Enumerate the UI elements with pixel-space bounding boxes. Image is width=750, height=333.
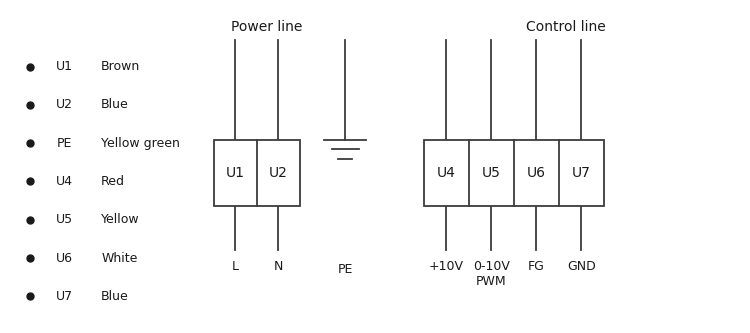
Text: L: L — [232, 260, 238, 273]
Text: 0-10V
PWM: 0-10V PWM — [472, 260, 510, 288]
Text: GND: GND — [567, 260, 596, 273]
Text: U1: U1 — [56, 60, 74, 73]
Bar — [214, 140, 300, 206]
Text: U7: U7 — [572, 166, 591, 180]
Text: White: White — [101, 251, 138, 265]
Text: U7: U7 — [56, 290, 74, 303]
Text: U2: U2 — [269, 166, 288, 180]
Text: U5: U5 — [482, 166, 501, 180]
Text: Power line: Power line — [230, 20, 302, 34]
Text: PE: PE — [338, 263, 352, 276]
Text: Blue: Blue — [101, 290, 129, 303]
Text: PE: PE — [56, 137, 72, 150]
Text: Blue: Blue — [101, 98, 129, 112]
Text: U4: U4 — [56, 175, 74, 188]
Text: U4: U4 — [436, 166, 456, 180]
Text: Brown: Brown — [101, 60, 140, 73]
Text: Yellow: Yellow — [101, 213, 140, 226]
Text: Red: Red — [101, 175, 125, 188]
Text: U6: U6 — [526, 166, 546, 180]
Text: Control line: Control line — [526, 20, 606, 34]
Text: U6: U6 — [56, 251, 74, 265]
Text: U2: U2 — [56, 98, 74, 112]
Bar — [424, 140, 604, 206]
Text: U5: U5 — [56, 213, 74, 226]
Text: N: N — [274, 260, 284, 273]
Text: FG: FG — [528, 260, 544, 273]
Text: +10V: +10V — [429, 260, 464, 273]
Text: Yellow green: Yellow green — [101, 137, 180, 150]
Text: U1: U1 — [226, 166, 245, 180]
